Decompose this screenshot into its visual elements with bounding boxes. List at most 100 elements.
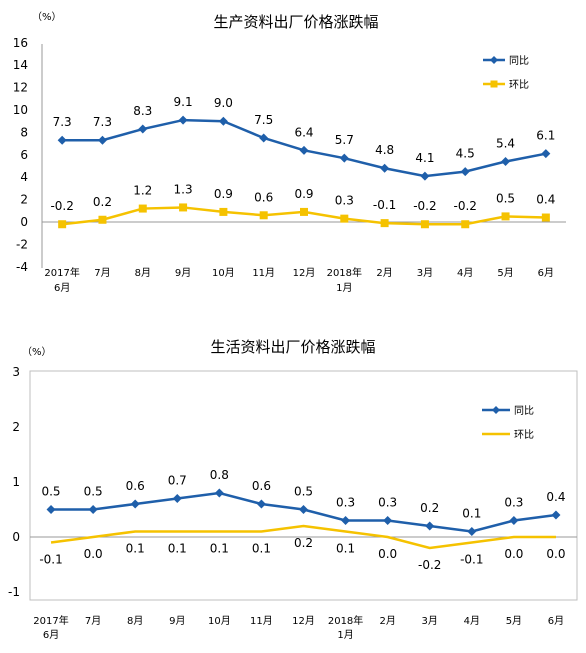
data-point bbox=[138, 124, 148, 134]
x-tick-label: 3月 bbox=[417, 267, 433, 279]
data-label: 0.3 bbox=[378, 496, 397, 510]
y-tick-label: 2 bbox=[20, 193, 28, 207]
data-label: 0.5 bbox=[84, 485, 103, 499]
data-label: 0.0 bbox=[378, 547, 397, 561]
data-label: 7.3 bbox=[53, 115, 72, 129]
data-label: 0.1 bbox=[126, 542, 145, 556]
y-tick-label: 14 bbox=[13, 58, 28, 72]
data-point bbox=[341, 516, 351, 525]
data-label: 0.5 bbox=[496, 191, 515, 205]
data-point bbox=[219, 207, 228, 216]
data-point bbox=[214, 488, 224, 498]
chart-1-plot: 16 14 12 10 8 6 4 2 0 -2 -4 2017年 6月 7月 8月 9月 10月 11月 12月 2… bbox=[13, 36, 566, 294]
data-label: 4.5 bbox=[456, 147, 475, 161]
y-tick-label: 12 bbox=[13, 81, 28, 95]
data-label: -0.1 bbox=[39, 553, 62, 567]
data-label: 1.3 bbox=[174, 182, 193, 196]
data-label: 0.1 bbox=[252, 542, 271, 556]
data-label: -0.2 bbox=[454, 199, 477, 213]
x-tick-label: 2018年 bbox=[327, 266, 362, 279]
data-point bbox=[383, 516, 393, 525]
data-label: 0.5 bbox=[41, 485, 60, 499]
chart-production-materials: 生产资料出厂价格涨跌幅 （%） bbox=[32, 11, 379, 31]
data-label: 9.0 bbox=[214, 96, 233, 110]
data-point bbox=[420, 171, 430, 181]
x-tick-label: 12月 bbox=[292, 615, 315, 627]
x-tick-label: 2017年 bbox=[44, 266, 79, 279]
y-tick-label: 10 bbox=[13, 103, 28, 117]
data-point bbox=[460, 167, 470, 177]
data-label: 0.0 bbox=[546, 547, 565, 561]
data-label: 5.4 bbox=[496, 137, 515, 151]
data-label: -0.1 bbox=[460, 553, 483, 567]
data-label: 0.1 bbox=[210, 542, 229, 556]
data-label: 0.7 bbox=[168, 474, 187, 488]
data-label: 0.6 bbox=[254, 190, 273, 204]
x-tick-label: 1月 bbox=[336, 282, 352, 294]
legend-label: 环比 bbox=[509, 79, 529, 91]
data-point bbox=[218, 116, 228, 126]
y-tick-label: 0 bbox=[20, 215, 28, 229]
data-point bbox=[299, 145, 309, 155]
data-point bbox=[178, 115, 188, 125]
y-tick-label: -4 bbox=[16, 260, 28, 274]
data-point bbox=[57, 135, 67, 145]
data-point bbox=[380, 219, 389, 228]
data-label: 0.0 bbox=[504, 547, 523, 561]
data-label: -0.2 bbox=[418, 558, 441, 572]
x-tick-label: 2月 bbox=[376, 267, 392, 279]
data-label: 5.7 bbox=[335, 133, 354, 147]
data-point bbox=[98, 215, 107, 224]
x-tick-label: 6月 bbox=[548, 615, 564, 627]
x-tick-label: 10月 bbox=[212, 267, 235, 279]
data-label: 0.3 bbox=[335, 194, 354, 208]
x-tick-label: 1月 bbox=[337, 629, 353, 641]
data-label: 4.1 bbox=[415, 151, 434, 165]
data-label: -0.2 bbox=[413, 199, 436, 213]
data-label: 7.3 bbox=[93, 115, 112, 129]
data-label: -0.2 bbox=[50, 199, 73, 213]
data-point bbox=[425, 521, 435, 531]
y-tick-label: 8 bbox=[20, 125, 28, 139]
chart-1-unit: （%） bbox=[32, 11, 62, 23]
data-label: 0.9 bbox=[294, 187, 313, 201]
legend-marker bbox=[490, 56, 498, 64]
data-label: 0.4 bbox=[546, 490, 565, 504]
data-label: 7.5 bbox=[254, 113, 273, 127]
x-tick-label: 7月 bbox=[85, 615, 101, 627]
chart-2-plot: 3 2 1 0 -1 2017年 6月 7月 8月 9月 10月 11月 12月 2018年 1月 2月 3月 4… bbox=[8, 365, 577, 641]
data-point bbox=[299, 505, 308, 514]
x-tick-label: 5月 bbox=[506, 615, 522, 627]
y-tick-label: -2 bbox=[16, 237, 28, 251]
data-label: 0.8 bbox=[210, 468, 229, 482]
legend-label: 同比 bbox=[509, 55, 529, 67]
legend-label: 同比 bbox=[514, 405, 534, 417]
x-tick-label: 9月 bbox=[169, 615, 185, 627]
data-point bbox=[541, 213, 550, 222]
y-tick-label: 4 bbox=[20, 170, 28, 184]
data-point bbox=[467, 527, 477, 536]
x-tick-label: 9月 bbox=[175, 267, 191, 279]
y-tick-label: 0 bbox=[12, 530, 20, 544]
data-point bbox=[256, 499, 266, 509]
x-tick-label: 5月 bbox=[497, 267, 513, 279]
y-tick-label: 2 bbox=[12, 420, 20, 434]
chart-2-title: 生活资料出厂价格涨跌幅 bbox=[210, 338, 375, 356]
data-point bbox=[58, 220, 67, 229]
data-label: 6.4 bbox=[294, 125, 313, 139]
data-label: 1.2 bbox=[133, 184, 152, 198]
data-point bbox=[300, 207, 308, 216]
data-point bbox=[380, 163, 390, 173]
x-tick-label: 8月 bbox=[135, 267, 151, 279]
data-label: 0.6 bbox=[126, 479, 145, 493]
data-label: 0.1 bbox=[336, 542, 355, 556]
data-point bbox=[509, 516, 519, 525]
x-tick-label: 7月 bbox=[94, 267, 110, 279]
data-label: 0.2 bbox=[420, 501, 439, 515]
chart-2-border bbox=[29, 370, 578, 601]
data-label: 0.4 bbox=[536, 193, 555, 207]
data-label: 0.1 bbox=[168, 542, 187, 556]
data-label: 0.3 bbox=[336, 496, 355, 510]
